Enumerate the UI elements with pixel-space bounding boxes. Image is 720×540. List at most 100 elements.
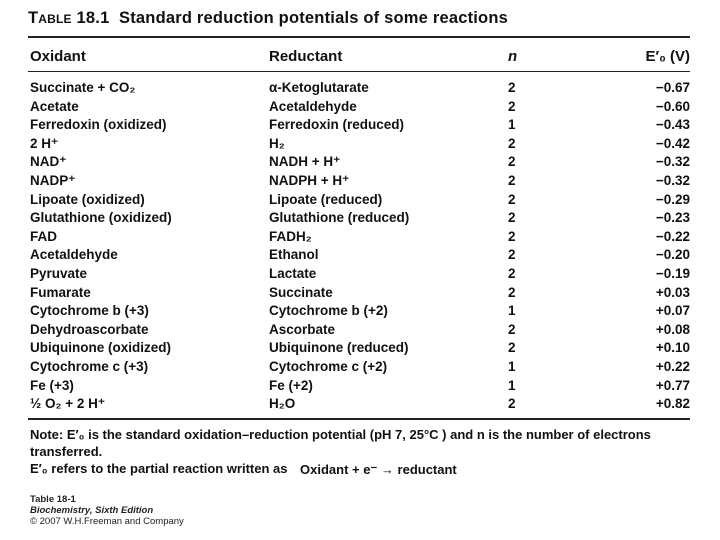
n-cell: 2 (508, 98, 516, 114)
oxidant-cell: Lipoate (oxidized) (30, 191, 145, 207)
n-cell: 2 (508, 191, 516, 207)
n-cell: 1 (508, 117, 516, 133)
e0-cell: −0.43 (655, 117, 690, 133)
e0-cell: +0.22 (655, 358, 690, 374)
n-cell: 2 (508, 80, 516, 95)
e0-cell: −0.22 (655, 228, 690, 244)
caption-book: Biochemistry, Sixth Edition (30, 505, 154, 516)
n-cell: 1 (508, 303, 516, 319)
bottom-rule (28, 418, 690, 420)
oxidant-cell: Dehydroascorbate (30, 321, 149, 337)
n-cell: 1 (508, 358, 516, 374)
oxidant-cell: Fumarate (30, 284, 91, 300)
reductant-cell: Ferredoxin (reduced) (269, 117, 405, 133)
e0-cell: +0.82 (655, 396, 690, 412)
e0-cell: −0.29 (655, 191, 690, 207)
e0-cell: −0.32 (655, 154, 690, 170)
n-cell: 2 (508, 247, 516, 263)
table-row: Dehydroascorbate Ascorbate 2 +0.08 (0, 322, 720, 341)
e0-cell: +0.10 (655, 340, 690, 356)
table-title: Table 18.1 Standard reduction potentials… (28, 9, 508, 28)
n-cell: 2 (508, 396, 516, 412)
reductant-cell: H₂ (269, 135, 285, 151)
reductant-cell: Succinate (269, 284, 333, 300)
e0-cell: −0.19 (655, 265, 690, 281)
table-row: 2 H⁺ H₂ 2 −0.42 (0, 136, 720, 155)
oxidant-cell: Cytochrome b (+3) (30, 303, 149, 319)
n-cell: 2 (508, 172, 516, 188)
reductant-cell: FADH₂ (269, 228, 312, 244)
reductant-cell: Cytochrome c (+2) (269, 358, 388, 374)
n-cell: 2 (508, 154, 516, 170)
table-title-text: Standard reduction potentials of some re… (119, 9, 508, 27)
table-row: FAD FADH₂ 2 −0.22 (0, 229, 720, 248)
table-row: NAD⁺ NADH + H⁺ 2 −0.32 (0, 154, 720, 173)
table-row: Ferredoxin (oxidized) Ferredoxin (reduced… (0, 117, 720, 136)
caption-table: Table 18-1 (30, 494, 76, 505)
table-row: Ubiquinone (oxidized) Ubiquinone (reduced… (0, 340, 720, 359)
reductant-cell: Ubiquinone (reduced) (269, 340, 409, 356)
header-n: n (508, 48, 518, 65)
e0-cell: +0.77 (655, 377, 690, 393)
reductant-cell: Glutathione (reduced) (269, 210, 410, 226)
oxidant-cell: NADP⁺ (30, 172, 76, 188)
note-line-1: Note: E′₀ is the standard oxidation–redu… (30, 427, 651, 459)
table-row: Lipoate (oxidized) Lipoate (reduced) 2 −0.2… (0, 192, 720, 211)
table-row: Cytochrome b (+3) Cytochrome b (+2) 1 +0.07 (0, 303, 720, 322)
figure-caption: Table 18-1 Biochemistry, Sixth Edition ©… (30, 494, 184, 527)
header-reductant: Reductant (269, 48, 343, 65)
reductant-cell: Fe (+2) (269, 377, 313, 393)
oxidant-cell: NAD⁺ (30, 154, 67, 170)
n-cell: 2 (508, 321, 516, 337)
table-row: Succinate + CO₂ α-Ketoglutarate 2 −0.67 (0, 80, 720, 99)
e0-cell: −0.32 (655, 172, 690, 188)
n-cell: 1 (508, 377, 516, 393)
oxidant-cell: FAD (30, 228, 57, 244)
table-row: Acetate Acetaldehyde 2 −0.60 (0, 99, 720, 118)
header-e0: E′₀ (V) (645, 48, 690, 65)
note-line-2: E′₀ refers to the partial reaction writt… (30, 461, 288, 476)
reductant-cell: NADPH + H⁺ (269, 172, 350, 188)
reductant-cell: Lactate (269, 265, 317, 281)
oxidant-cell: ½ O₂ + 2 H⁺ (30, 396, 106, 412)
table-row: ½ O₂ + 2 H⁺ H₂O 2 +0.82 (0, 396, 720, 415)
header-rule (28, 71, 690, 72)
table-row: Fe (+3) Fe (+2) 1 +0.77 (0, 378, 720, 397)
e0-cell: −0.42 (655, 135, 690, 151)
e0-cell: −0.67 (655, 80, 690, 95)
table-row: Acetaldehyde Ethanol 2 −0.20 (0, 247, 720, 266)
e0-cell: −0.23 (655, 210, 690, 226)
reductant-cell: α-Ketoglutarate (269, 80, 369, 95)
caption-copyright: © 2007 W.H.Freeman and Company (30, 516, 184, 527)
e0-cell: −0.20 (655, 247, 690, 263)
table-row: Fumarate Succinate 2 +0.03 (0, 285, 720, 304)
reductant-cell: Ascorbate (269, 321, 336, 337)
e0-cell: +0.07 (655, 303, 690, 319)
top-rule (28, 36, 690, 38)
e0-cell: +0.03 (655, 284, 690, 300)
table-row: NADP⁺ NADPH + H⁺ 2 −0.32 (0, 173, 720, 192)
oxidant-cell: Succinate + CO₂ (30, 80, 136, 95)
oxidant-cell: Ferredoxin (oxidized) (30, 117, 167, 133)
n-cell: 2 (508, 210, 516, 226)
oxidant-cell: Fe (+3) (30, 377, 74, 393)
reductant-cell: Acetaldehyde (269, 98, 357, 114)
table-body: Succinate + CO₂ α-Ketoglutarate 2 −0.67 Acet… (0, 80, 720, 415)
n-cell: 2 (508, 284, 516, 300)
reductant-cell: Cytochrome b (+2) (269, 303, 388, 319)
table-row: Glutathione (oxidized) Glutathione (reduc… (0, 210, 720, 229)
n-cell: 2 (508, 265, 516, 281)
reductant-cell: NADH + H⁺ (269, 154, 341, 170)
reductant-cell: Lipoate (reduced) (269, 191, 383, 207)
reductant-cell: H₂O (269, 396, 296, 412)
e0-cell: +0.08 (655, 321, 690, 337)
oxidant-cell: 2 H⁺ (30, 135, 59, 151)
oxidant-cell: Acetate (30, 98, 79, 114)
oxidant-cell: Pyruvate (30, 265, 88, 281)
table-row: Cytochrome c (+3) Cytochrome c (+2) 1 +0.22 (0, 359, 720, 378)
oxidant-cell: Ubiquinone (oxidized) (30, 340, 171, 356)
oxidant-cell: Glutathione (oxidized) (30, 210, 172, 226)
table-note: Note: E′₀ is the standard oxidation–redu… (30, 426, 700, 477)
note-equation: Oxidant + e⁻ → reductant (300, 462, 457, 477)
table-row: Pyruvate Lactate 2 −0.19 (0, 266, 720, 285)
